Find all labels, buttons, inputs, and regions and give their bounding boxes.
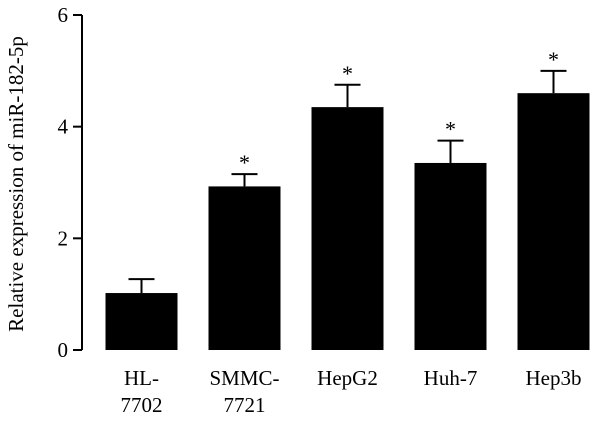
significance-marker: *: [548, 47, 559, 72]
bars: [105, 69, 590, 351]
y-axis-title: Relative expression of miR-182-5p: [4, 36, 28, 332]
x-category-label: SMMC-: [209, 366, 279, 390]
bar: [311, 107, 384, 350]
significance-marker: *: [239, 150, 250, 175]
x-category-label: HL-: [124, 366, 159, 390]
bar: [105, 293, 178, 350]
axes: 0 2 4 6: [58, 3, 83, 362]
y-tick-label: 6: [58, 3, 69, 27]
bar: [208, 186, 281, 350]
y-tick-label: 4: [58, 115, 69, 139]
x-category-label: 7721: [224, 393, 266, 417]
significance-marker: *: [445, 117, 456, 142]
y-tick-label: 2: [58, 226, 69, 250]
x-category-label: HepG2: [317, 366, 378, 390]
labels: HL- 7702 * SMMC- 7721 * HepG2 * Huh-7 * Hep3b: [121, 47, 582, 417]
bar: [414, 162, 487, 350]
y-tick-label: 0: [58, 338, 69, 362]
x-category-label: Huh-7: [424, 366, 478, 390]
significance-marker: *: [342, 61, 353, 86]
bar: [517, 93, 590, 351]
x-category-label: Hep3b: [526, 366, 582, 390]
x-category-label: 7702: [121, 393, 163, 417]
